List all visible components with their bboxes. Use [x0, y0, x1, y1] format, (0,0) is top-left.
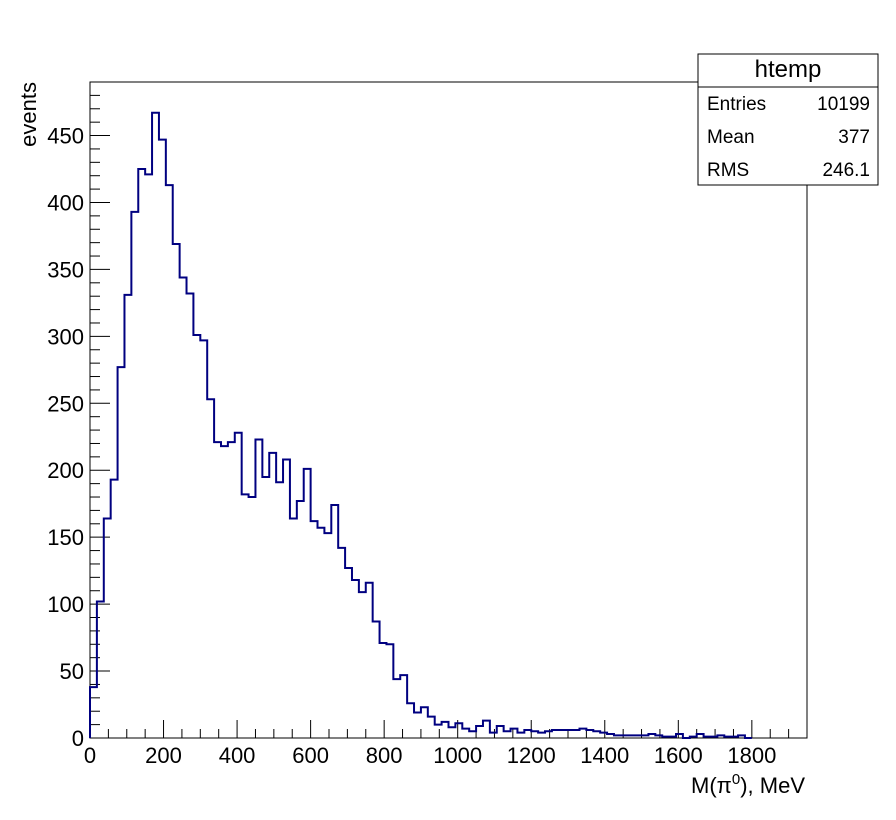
y-tick-label: 250 — [47, 391, 84, 416]
stats-box: htemp Entries 10199 Mean 377 RMS 246.1 — [697, 53, 879, 186]
y-tick-label: 0 — [72, 726, 84, 751]
stats-mean-value: 377 — [838, 127, 870, 148]
y-tick-label: 150 — [47, 525, 84, 550]
stats-title: htemp — [755, 56, 822, 83]
y-axis-title: events — [16, 82, 41, 147]
stats-rms-label: RMS — [707, 160, 749, 181]
plot-frame — [89, 81, 808, 739]
stats-entries-value: 10199 — [817, 94, 870, 115]
y-tick-label: 100 — [47, 592, 84, 617]
y-tick-label: 300 — [47, 324, 84, 349]
y-tick-label: 50 — [60, 659, 84, 684]
x-tick-label: 1600 — [654, 743, 703, 768]
stats-entries-label: Entries — [707, 94, 766, 115]
x-tick-label: 400 — [219, 743, 256, 768]
x-tick-label: 600 — [292, 743, 329, 768]
x-tick-label: 1200 — [507, 743, 556, 768]
x-tick-label: 0 — [84, 743, 96, 768]
x-tick-label: 200 — [145, 743, 182, 768]
x-tick-label: 800 — [366, 743, 403, 768]
y-tick-label: 400 — [47, 190, 84, 215]
stats-mean-label: Mean — [707, 127, 755, 148]
x-tick-label: 1400 — [580, 743, 629, 768]
y-tick-label: 200 — [47, 458, 84, 483]
y-tick-label: 350 — [47, 257, 84, 282]
y-tick-label: 450 — [47, 124, 84, 149]
x-tick-label: 1000 — [433, 743, 482, 768]
x-axis-title: M(π0), MeV — [691, 771, 805, 798]
stats-rms-value: 246.1 — [822, 160, 870, 181]
y-axis: 0 50 100 150 200 250 300 350 400 450 — [47, 81, 110, 751]
x-axis: 0 200 400 600 800 1000 1200 1400 1600 1800 — [84, 720, 808, 768]
histogram-line — [89, 111, 752, 739]
x-tick-label: 1800 — [727, 743, 776, 768]
